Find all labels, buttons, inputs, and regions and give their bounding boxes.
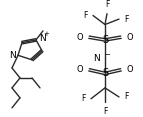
Text: O: O [76,33,83,42]
Text: F: F [105,0,109,9]
Text: N: N [39,34,46,43]
Text: +: + [43,31,49,37]
Text: F: F [103,107,107,116]
Text: −: − [104,52,110,58]
Text: F: F [124,15,128,24]
Text: F: F [124,92,128,101]
Text: F: F [84,11,88,20]
Text: O: O [127,33,134,42]
Text: S: S [102,68,108,78]
Text: O: O [76,65,83,74]
Text: S: S [102,35,108,45]
Text: N: N [93,53,100,62]
Text: O: O [127,65,134,74]
Text: N: N [10,51,16,60]
Text: F: F [82,94,86,103]
